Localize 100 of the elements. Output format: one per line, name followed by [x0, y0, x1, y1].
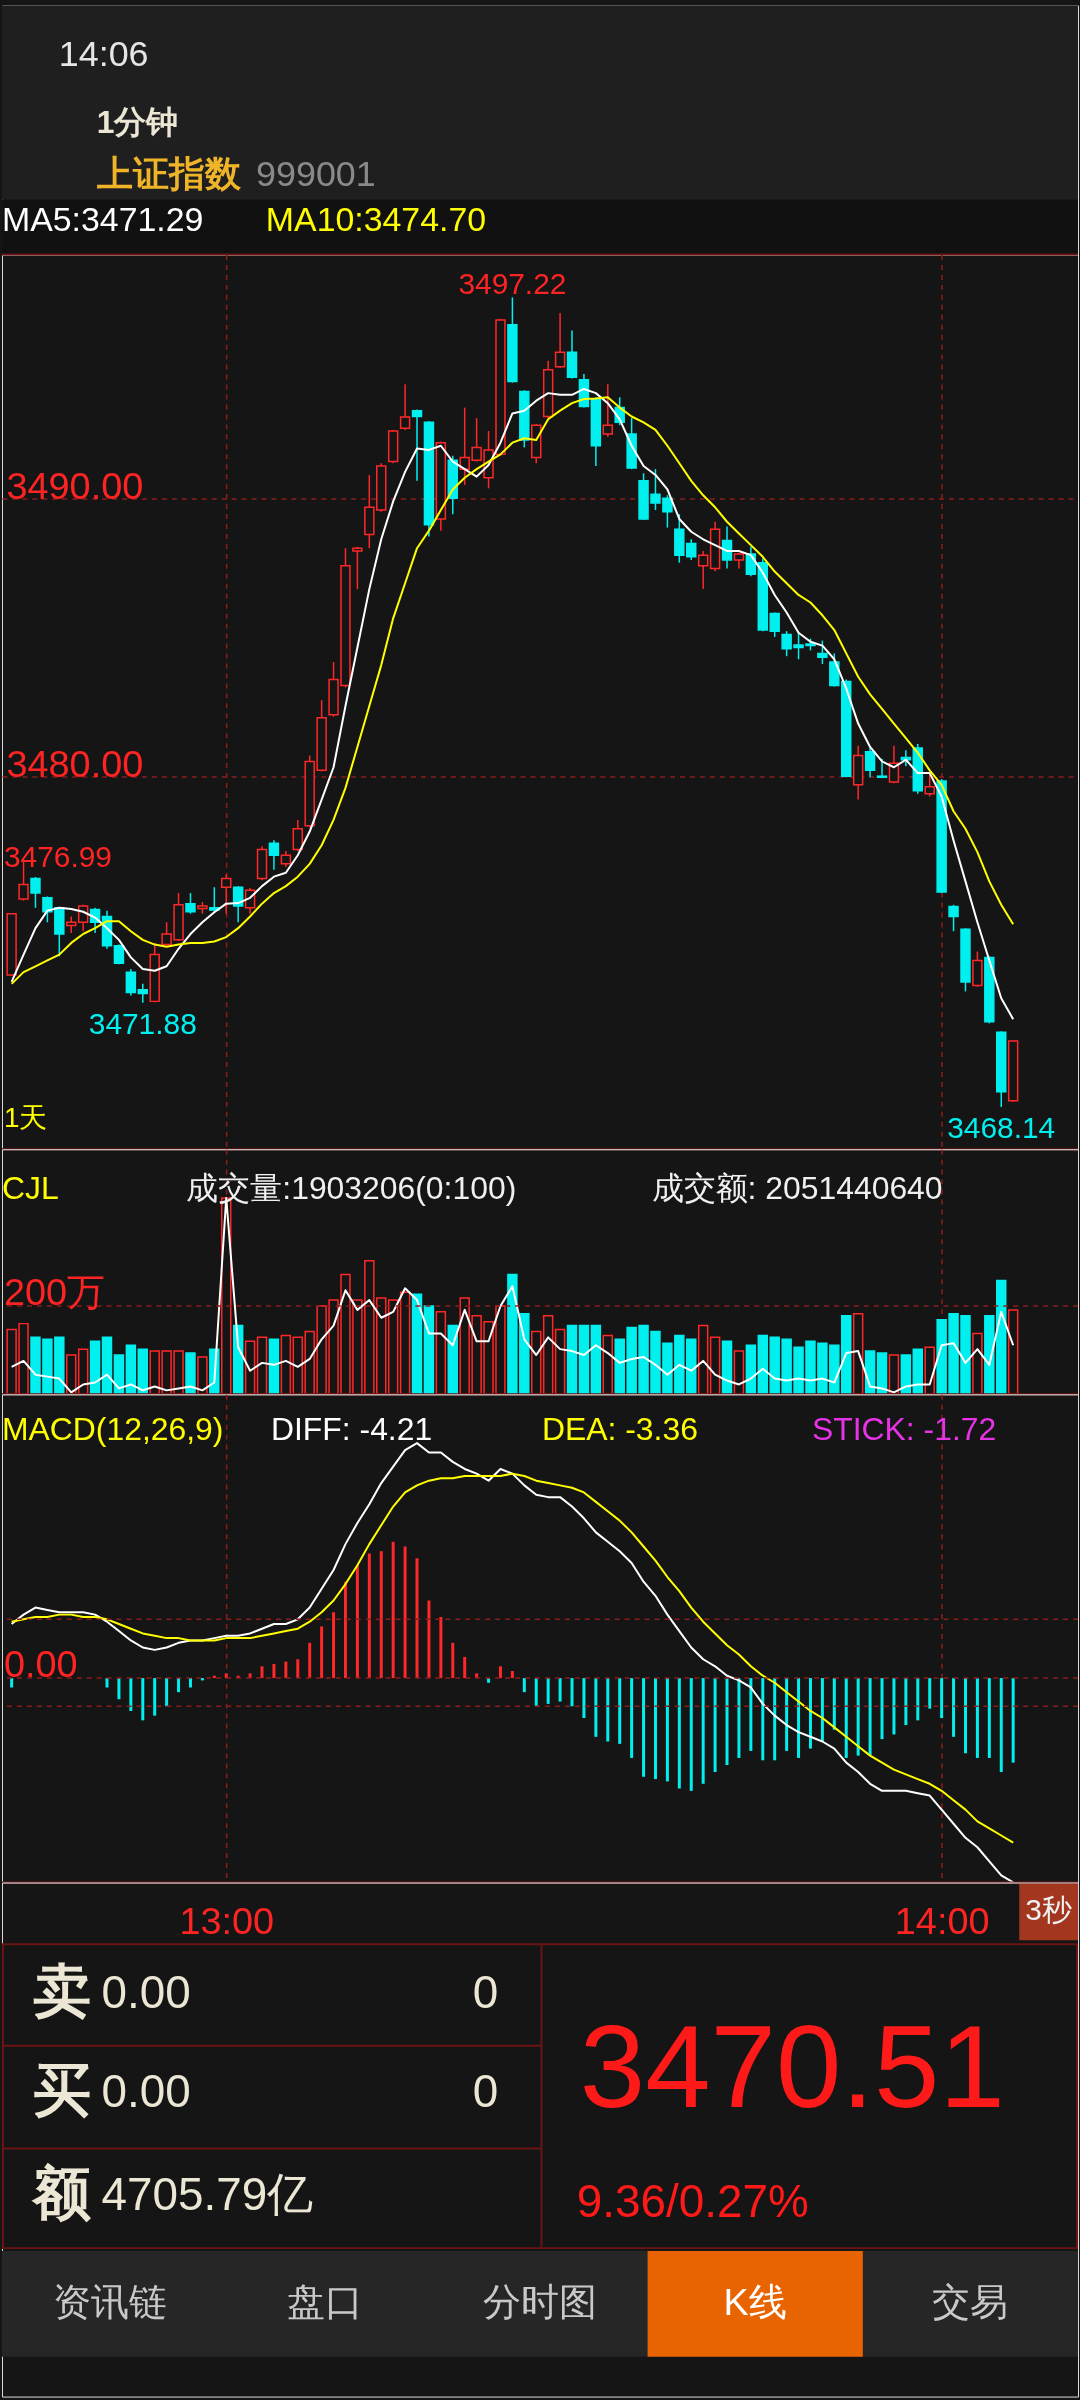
bar: [415, 1558, 419, 1679]
bar: [952, 1678, 956, 1737]
bar: [355, 1565, 359, 1679]
bar: [924, 1346, 935, 1396]
bar: [972, 1332, 983, 1396]
bar: [534, 1678, 538, 1707]
bar: [260, 1666, 264, 1679]
bar: [999, 1678, 1003, 1773]
text: 上证指数: [96, 153, 242, 194]
bar: [713, 1678, 717, 1773]
bar: [403, 1546, 407, 1679]
bar: [117, 1678, 121, 1700]
text: 4705.79亿: [101, 2169, 314, 2221]
bar: [880, 1678, 884, 1740]
text: MA5:3471.29: [1, 199, 204, 238]
bar: [129, 1678, 133, 1711]
text: 0: [472, 1967, 499, 2019]
text: 买: [32, 2057, 91, 2122]
annotation: 3471.88: [88, 1006, 197, 1040]
bar: [701, 1678, 705, 1784]
bar: [904, 1678, 908, 1726]
bar: [463, 1656, 467, 1679]
bar: [427, 1600, 431, 1679]
bar: [594, 1678, 598, 1737]
bar: [892, 1678, 896, 1735]
bar: [665, 1678, 669, 1782]
ref-line-label: 0.00: [3, 1643, 78, 1686]
series-label: DEA: -3.36: [541, 1411, 698, 1448]
bar: [566, 1324, 578, 1396]
bar: [343, 1581, 347, 1679]
bar: [987, 1678, 991, 1758]
text: 交易: [932, 2280, 1009, 2323]
bar: [153, 1678, 157, 1716]
series-label: DIFF: -4.21: [271, 1411, 433, 1448]
bar: [868, 1678, 872, 1756]
text: 0.00: [101, 1967, 191, 2019]
bar: [808, 1678, 812, 1749]
bar: [928, 1678, 932, 1709]
text: 0: [472, 2065, 499, 2117]
bar: [820, 1678, 824, 1742]
bar: [963, 1678, 967, 1754]
bar: [630, 1678, 634, 1758]
text: 14:06: [58, 34, 149, 75]
bar: [558, 1678, 562, 1702]
bar: [367, 1553, 371, 1679]
bar: [916, 1678, 920, 1721]
annotation: 成交额: 2051440640: [651, 1170, 943, 1207]
x-tick-label: 14:00: [894, 1899, 990, 1942]
bar: [435, 1311, 447, 1396]
annotation: 3476.99: [3, 840, 112, 874]
y-tick-label: 3480.00: [6, 743, 144, 786]
bar: [379, 1551, 383, 1679]
annotation: STICK: -1.72: [811, 1411, 997, 1448]
x-tick-label: 13:00: [179, 1899, 275, 1942]
bar: [832, 1678, 836, 1730]
bar: [399, 1291, 411, 1396]
text: 1分钟: [96, 103, 179, 140]
bar: [308, 1642, 312, 1679]
bar: [272, 1663, 276, 1679]
bar: [141, 1678, 145, 1721]
bar: [570, 1678, 574, 1707]
text: 额: [30, 2161, 91, 2226]
text: 资讯链: [52, 2280, 167, 2323]
text: MA10:3474.70: [265, 199, 487, 238]
bar: [1011, 1678, 1015, 1763]
bar: [761, 1678, 765, 1761]
text: 9.36/0.27%: [576, 2176, 809, 2228]
bar: [320, 1626, 324, 1679]
bar: [284, 1661, 288, 1679]
bar: [498, 1666, 502, 1679]
bar: [642, 1678, 646, 1777]
bar: [975, 1678, 979, 1758]
y-tick-label: 3490.00: [6, 464, 144, 507]
bar: [749, 1678, 753, 1751]
bar: [653, 1678, 657, 1780]
bar: [606, 1678, 610, 1742]
bar: [725, 1678, 729, 1765]
bar: [185, 1352, 196, 1396]
ref-line-label: 200万: [3, 1270, 106, 1313]
bar: [165, 1678, 169, 1707]
text: K线: [723, 2280, 787, 2323]
bar: [940, 1678, 944, 1718]
bar: [773, 1678, 777, 1761]
bar: [1007, 1309, 1019, 1396]
annotation: 成交量:1903206(0:100): [186, 1170, 517, 1207]
bar: [510, 1671, 514, 1679]
bar: [177, 1678, 181, 1693]
text: 盘口: [286, 2280, 363, 2323]
bar: [546, 1678, 550, 1704]
bar: [391, 1541, 395, 1679]
bar: [618, 1678, 622, 1744]
bar: [737, 1678, 741, 1758]
bar: [689, 1678, 693, 1791]
bar: [522, 1678, 526, 1693]
bar: [451, 1642, 455, 1679]
chart-title: MACD(12,26,9): [1, 1411, 224, 1448]
bar: [677, 1678, 681, 1789]
text: 3470.51: [579, 2000, 1005, 2132]
bar: [439, 1616, 443, 1679]
text: 0.00: [101, 2065, 191, 2117]
